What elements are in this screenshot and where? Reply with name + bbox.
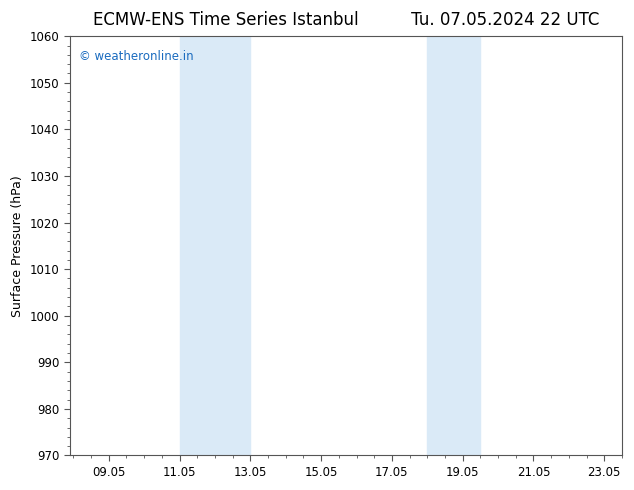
Bar — [427, 36, 481, 456]
Bar — [179, 36, 250, 456]
Title: ECMW-ENS Time Series Istanbul          Tu. 07.05.2024 22 UTC: ECMW-ENS Time Series Istanbul Tu. 07.05.… — [93, 11, 599, 29]
Y-axis label: Surface Pressure (hPa): Surface Pressure (hPa) — [11, 175, 24, 317]
Text: © weatheronline.in: © weatheronline.in — [79, 50, 193, 63]
